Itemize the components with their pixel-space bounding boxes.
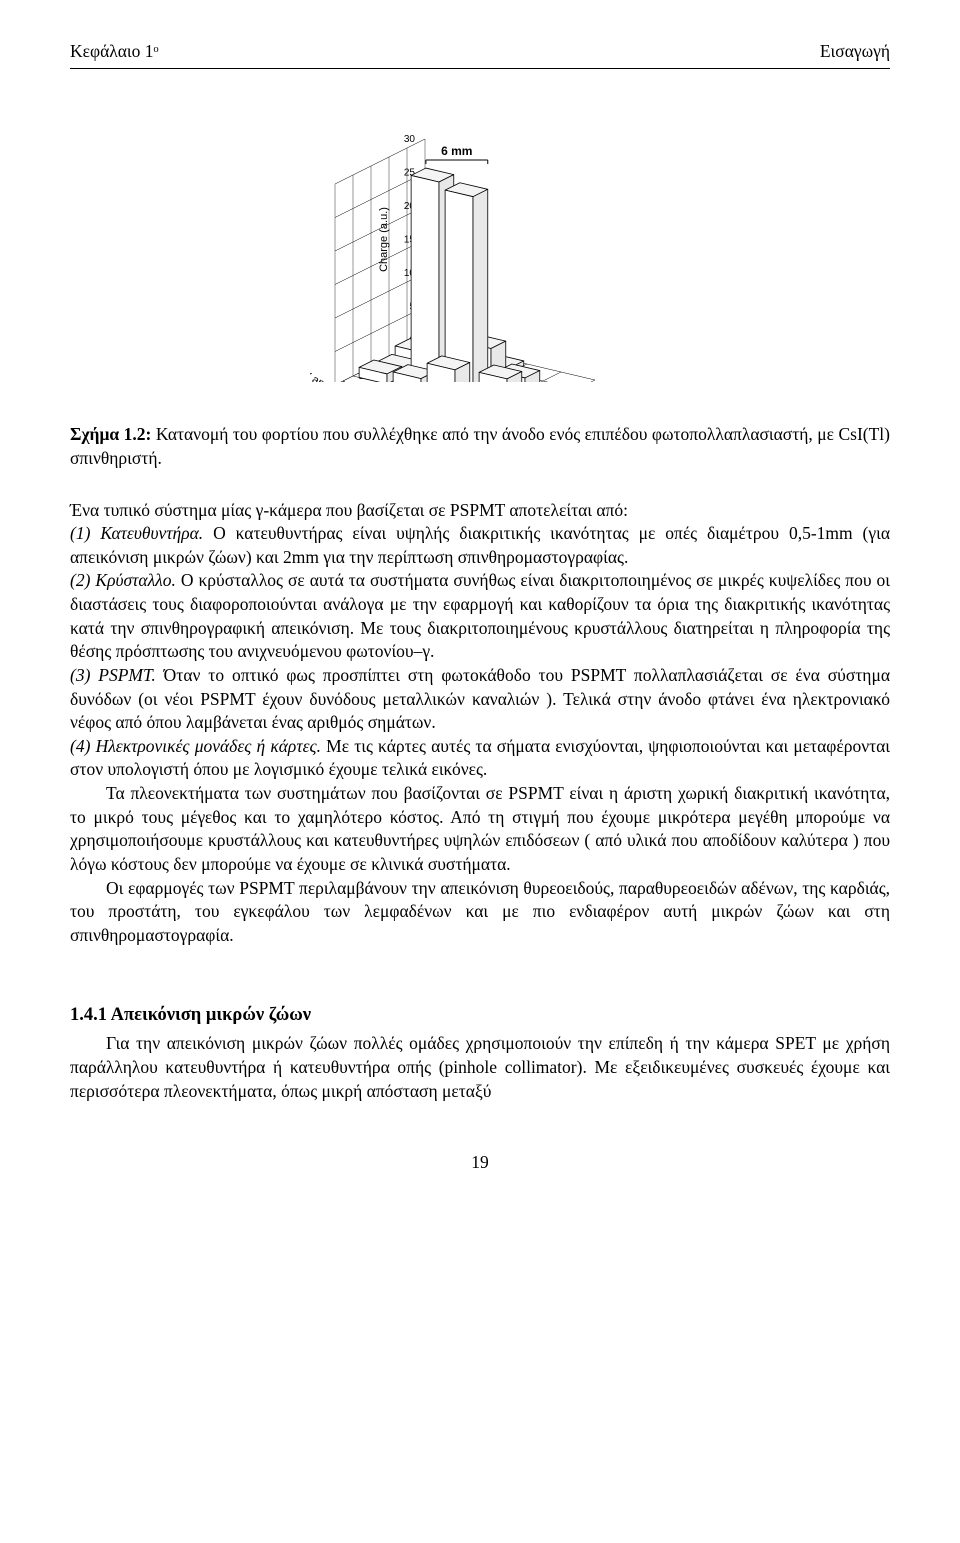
- section-title: 1.4.1 Απεικόνιση μικρών ζώων: [70, 1003, 890, 1028]
- svg-text:4: 4: [340, 380, 346, 382]
- 3d-bar-chart: 051015202530Charge (a.u.)012345012345X a…: [310, 107, 650, 382]
- page-number: 19: [70, 1151, 890, 1175]
- item-3-label: (3) PSPMT.: [70, 665, 164, 685]
- header-right: Εισαγωγή: [820, 40, 890, 64]
- item-1-label: (1) Κατευθυντήρα.: [70, 523, 213, 543]
- section-body: Για την απεικόνιση μικρών ζώων πολλές ομ…: [70, 1032, 890, 1103]
- item-2-text: Ο κρύσταλλος σε αυτά τα συστήματα συνήθω…: [70, 570, 890, 661]
- page-header: Κεφάλαιο 1ᵒ Εισαγωγή: [70, 40, 890, 64]
- item-4: (4) Ηλεκτρονικές μονάδες ή κάρτες. Με τι…: [70, 735, 890, 782]
- svg-text:30: 30: [404, 134, 416, 145]
- caption-label: Σχήμα 1.2:: [70, 424, 151, 444]
- item-2: (2) Κρύσταλλο. Ο κρύσταλλος σε αυτά τα σ…: [70, 569, 890, 664]
- header-left: Κεφάλαιο 1ᵒ: [70, 40, 159, 64]
- item-1: (1) Κατευθυντήρα. Ο κατευθυντήρας είναι …: [70, 522, 890, 569]
- svg-text:Y anode: Y anode: [310, 368, 343, 381]
- svg-text:Charge (a.u.): Charge (a.u.): [378, 207, 390, 272]
- item-3-text: Όταν το οπτικό φως προσπίπτει στη φωτοκά…: [70, 665, 890, 732]
- item-2-label: (2) Κρύσταλλο.: [70, 570, 181, 590]
- caption-text: Κατανομή του φορτίου που συλλέχθηκε από …: [70, 424, 890, 468]
- header-rule: [70, 68, 890, 69]
- figure-container: 051015202530Charge (a.u.)012345012345X a…: [70, 107, 890, 389]
- svg-text:6 mm: 6 mm: [441, 144, 472, 158]
- section-1-4-1: 1.4.1 Απεικόνιση μικρών ζώων Για την απε…: [70, 1003, 890, 1103]
- figure-caption: Σχήμα 1.2: Κατανομή του φορτίου που συλλ…: [70, 423, 890, 470]
- intro-line: Ένα τυπικό σύστημα μίας γ-κάμερα που βασ…: [70, 499, 890, 523]
- applications-para: Οι εφαρμογές των PSPMT περιλαμβάνουν την…: [70, 877, 890, 948]
- item-3: (3) PSPMT. Όταν το οπτικό φως προσπίπτει…: [70, 664, 890, 735]
- advantages-para: Τα πλεονεκτήματα των συστημάτων που βασί…: [70, 782, 890, 877]
- item-4-label: (4) Ηλεκτρονικές μονάδες ή κάρτες.: [70, 736, 326, 756]
